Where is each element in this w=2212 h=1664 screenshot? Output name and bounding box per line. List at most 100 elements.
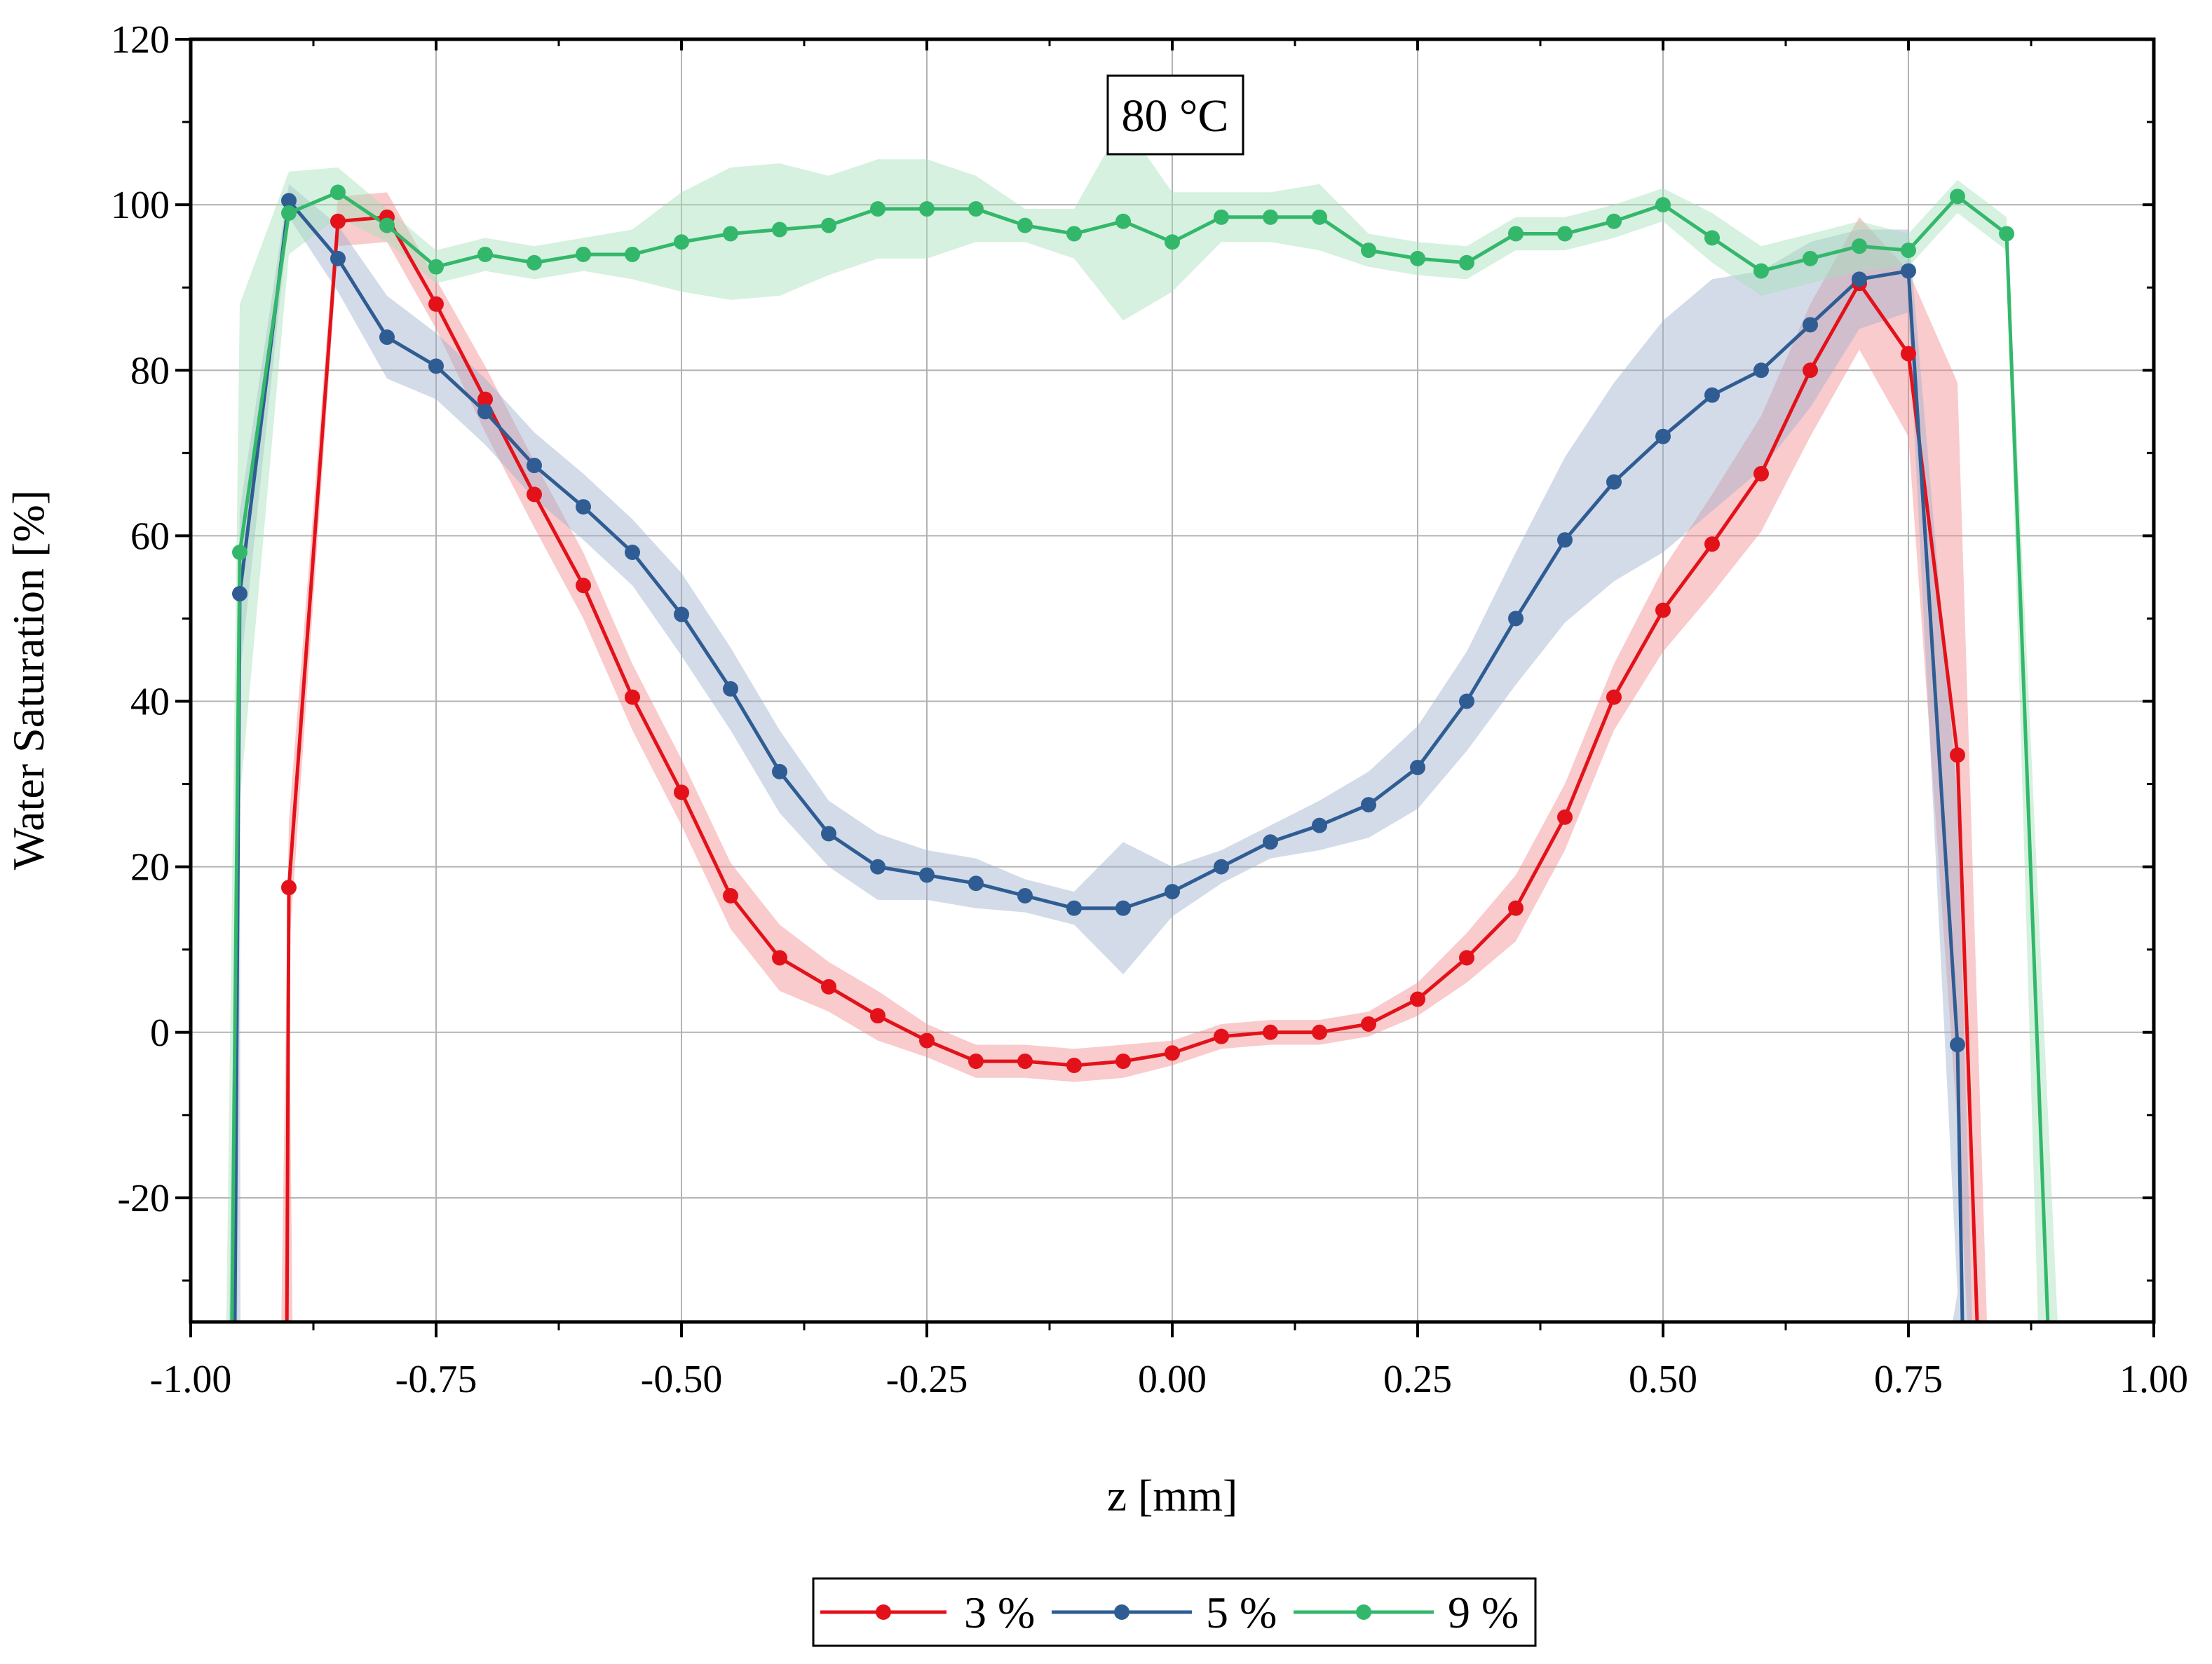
point-series-3 bbox=[1361, 1016, 1376, 1032]
x-tick-label: 0.00 bbox=[1138, 1358, 1207, 1401]
point-series-3 bbox=[772, 950, 787, 966]
point-series-5 bbox=[232, 586, 247, 602]
point-series-5 bbox=[821, 826, 836, 842]
point-series-3 bbox=[1606, 689, 1622, 705]
point-series-9 bbox=[1950, 189, 1965, 205]
point-series-5 bbox=[919, 867, 935, 883]
point-series-5 bbox=[330, 250, 346, 266]
point-series-5 bbox=[281, 193, 297, 209]
point-series-9 bbox=[1459, 254, 1474, 271]
point-series-9 bbox=[1165, 234, 1180, 250]
x-tick-label: -0.50 bbox=[641, 1358, 723, 1401]
grid bbox=[191, 39, 2154, 1322]
band-series-5 bbox=[229, 184, 1972, 1322]
x-tick-label: 1.00 bbox=[2119, 1358, 2188, 1401]
legend-label-3: 3 % bbox=[964, 1588, 1035, 1637]
point-series-3 bbox=[1214, 1028, 1229, 1044]
point-series-5 bbox=[1459, 693, 1474, 709]
series-markers bbox=[232, 184, 2014, 1073]
point-series-9 bbox=[1557, 226, 1573, 242]
point-series-3 bbox=[1263, 1024, 1278, 1040]
point-series-5 bbox=[1606, 474, 1622, 490]
legend-marker-9 bbox=[1356, 1604, 1371, 1620]
point-series-5 bbox=[674, 606, 689, 622]
point-series-9 bbox=[772, 221, 787, 238]
annotation-text: 80 °C bbox=[1122, 90, 1229, 142]
point-series-5 bbox=[1410, 759, 1425, 775]
point-series-5 bbox=[1950, 1037, 1965, 1053]
x-tick-label: -1.00 bbox=[150, 1358, 232, 1401]
point-series-9 bbox=[1115, 213, 1131, 229]
point-series-5 bbox=[870, 859, 886, 875]
x-axis-title: z [mm] bbox=[1107, 1471, 1238, 1520]
point-series-5 bbox=[1165, 884, 1180, 900]
point-series-3 bbox=[1459, 950, 1474, 966]
point-series-9 bbox=[1312, 209, 1327, 225]
legend-marker-5 bbox=[1114, 1604, 1129, 1620]
point-series-3 bbox=[1508, 900, 1524, 916]
point-series-9 bbox=[821, 217, 836, 233]
point-series-3 bbox=[1901, 346, 1916, 362]
confidence-bands bbox=[226, 122, 2058, 1322]
y-tick-label: 60 bbox=[130, 514, 170, 558]
y-tick-label: 120 bbox=[111, 18, 170, 62]
point-series-5 bbox=[1017, 887, 1033, 903]
point-series-3 bbox=[821, 978, 836, 995]
legend-label-9: 9 % bbox=[1448, 1588, 1519, 1637]
point-series-3 bbox=[1950, 747, 1965, 763]
point-series-9 bbox=[968, 201, 984, 217]
point-series-9 bbox=[1753, 263, 1769, 279]
band-series-3 bbox=[281, 192, 1988, 1322]
point-series-9 bbox=[919, 201, 935, 217]
point-series-3 bbox=[477, 391, 493, 407]
point-series-5 bbox=[625, 545, 640, 560]
point-series-3 bbox=[674, 784, 689, 800]
point-series-9 bbox=[477, 246, 493, 262]
point-series-5 bbox=[1508, 611, 1524, 627]
point-series-3 bbox=[1017, 1053, 1033, 1070]
point-series-5 bbox=[723, 681, 738, 697]
point-series-9 bbox=[1655, 197, 1671, 213]
point-series-5 bbox=[1557, 532, 1573, 548]
y-tick-label: -20 bbox=[117, 1177, 170, 1220]
axis-ticks bbox=[175, 38, 2155, 1337]
x-tick-label: 0.50 bbox=[1629, 1358, 1697, 1401]
point-series-3 bbox=[1312, 1024, 1327, 1040]
point-series-9 bbox=[1606, 213, 1622, 229]
point-series-5 bbox=[477, 404, 493, 420]
point-series-5 bbox=[1852, 271, 1867, 287]
point-series-9 bbox=[1066, 226, 1082, 242]
point-series-3 bbox=[1655, 602, 1671, 618]
point-series-9 bbox=[674, 234, 689, 250]
point-series-9 bbox=[1803, 250, 1818, 266]
legend: 3 % 5 % 9 % bbox=[812, 1577, 1537, 1647]
y-tick-label: 0 bbox=[150, 1011, 170, 1055]
temperature-annotation: 80 °C bbox=[1106, 74, 1244, 156]
legend-marker-3 bbox=[876, 1604, 891, 1620]
point-series-3 bbox=[723, 887, 738, 903]
point-series-5 bbox=[1263, 834, 1278, 850]
point-series-5 bbox=[1901, 263, 1916, 279]
point-series-3 bbox=[428, 296, 444, 312]
point-series-9 bbox=[281, 205, 297, 221]
point-series-3 bbox=[281, 880, 297, 896]
axis-tick-labels: -1.00 -0.75 -0.50 -0.25 0.00 0.25 0.50 0.75 1.00… bbox=[111, 18, 2188, 1401]
point-series-9 bbox=[1263, 209, 1278, 225]
point-series-5 bbox=[1655, 428, 1671, 444]
point-series-5 bbox=[1803, 317, 1818, 333]
point-series-3 bbox=[919, 1032, 935, 1049]
point-series-3 bbox=[968, 1053, 984, 1070]
point-series-9 bbox=[870, 201, 886, 217]
x-tick-label: 0.25 bbox=[1383, 1358, 1452, 1401]
point-series-3 bbox=[1115, 1053, 1131, 1070]
y-axis-title: Water Saturation [%] bbox=[4, 490, 53, 870]
y-tick-label: 20 bbox=[130, 846, 170, 889]
point-series-9 bbox=[379, 217, 395, 233]
point-series-9 bbox=[1214, 209, 1229, 225]
x-tick-label: 0.75 bbox=[1874, 1358, 1943, 1401]
point-series-9 bbox=[576, 246, 591, 262]
point-series-3 bbox=[1410, 991, 1425, 1007]
point-series-5 bbox=[1214, 859, 1229, 875]
point-series-3 bbox=[330, 213, 346, 229]
